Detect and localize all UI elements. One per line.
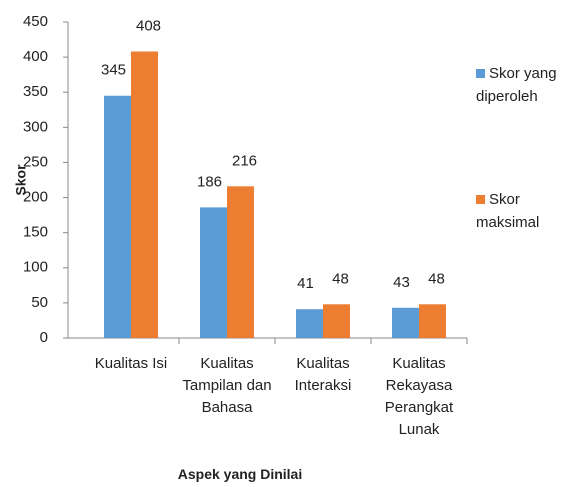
value-label: 41 (297, 275, 314, 292)
value-label: 216 (232, 152, 257, 169)
legend-entry: Skor maksimal (476, 188, 572, 234)
y-tick-label: 50 (31, 294, 48, 311)
bar (200, 207, 227, 338)
y-tick-label: 450 (23, 13, 48, 30)
y-tick-label: 300 (23, 118, 48, 135)
x-tick-label: Kualitas Isi (94, 355, 168, 372)
y-tick-label: 250 (23, 153, 48, 170)
legend-swatch (476, 195, 485, 204)
x-tick-label: Kualitas Rekayasa Perangkat Lunak (384, 355, 454, 438)
bar (131, 51, 158, 338)
legend-entry: Skor yang diperoleh (476, 62, 572, 108)
y-tick-label: 200 (23, 189, 48, 206)
legend-label: Skor yang diperoleh (476, 65, 557, 105)
bar (419, 304, 446, 338)
legend-swatch (476, 69, 485, 78)
legend-label: Skor maksimal (476, 191, 540, 231)
value-label: 408 (136, 17, 161, 34)
x-axis-title: Aspek yang Dinilai (177, 466, 303, 482)
y-tick-label: 150 (23, 224, 48, 241)
y-tick-label: 100 (23, 259, 48, 276)
y-tick-label: 0 (40, 329, 48, 346)
x-tick-label: Kualitas Interaksi (294, 355, 352, 394)
value-label: 48 (428, 270, 445, 287)
bar (104, 95, 131, 338)
bar (323, 304, 350, 338)
value-label: 186 (197, 173, 222, 190)
bar (296, 309, 323, 338)
x-tick-label: Kualitas Tampilan dan Bahasa (182, 355, 272, 416)
value-label: 43 (393, 274, 410, 291)
value-label: 48 (332, 270, 349, 287)
value-label: 345 (101, 62, 126, 79)
y-axis-title: Skor (13, 164, 29, 196)
bar (392, 307, 419, 338)
y-tick-label: 350 (23, 83, 48, 100)
y-tick-label: 400 (23, 48, 48, 65)
bar (227, 186, 254, 338)
